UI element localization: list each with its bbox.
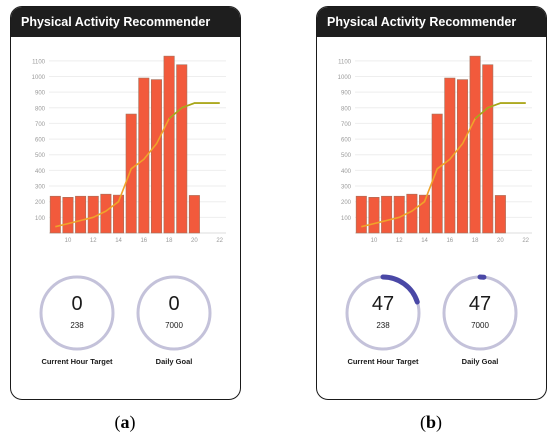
gauge-target: 238 [376,321,390,330]
activity-chart-a: 100 200 300 400 500 600 700 800 900 1000 1100 10 12 1… [32,55,226,244]
bar-18 [163,55,175,234]
x-tick-label: 12 [90,238,97,244]
gauges-b: 47 238 Current Hour Target 47 7000 Daily… [317,273,546,373]
y-tick-label: 200 [35,200,46,206]
bar-15 [431,113,443,234]
x-tick-label: 14 [115,238,122,244]
bar-12 [393,195,405,234]
gauge-target: 7000 [471,321,489,330]
y-tick-label: 300 [341,185,352,191]
gauge-value: 47 [371,293,395,315]
x-tick-label: 12 [396,238,403,244]
bar-18 [469,55,481,234]
bar-19 [482,64,494,234]
y-tick-label: 700 [35,122,46,128]
activity-chart-b: 100 200 300 400 500 600 700 800 900 1000 1100 10 12 1… [338,55,532,244]
y-tick-label: 500 [35,153,46,159]
gauge-value: 0 [71,293,83,315]
y-tick-label: 800 [341,106,352,112]
progress-ring [39,275,115,351]
y-tick-label: 600 [341,138,352,144]
progress-ring [344,274,422,352]
bar-14 [419,194,431,234]
x-tick-label: 18 [472,238,479,244]
bar-17 [150,79,162,234]
y-tick-label: 100 [341,216,352,222]
y-tick-label: 100 [35,216,46,222]
bar-9 [49,195,61,234]
y-tick-label: 300 [35,185,46,191]
app-title: Physical Activity Recommender [21,15,211,29]
x-tick-label: 14 [421,238,428,244]
y-tick-label: 800 [35,106,46,112]
gauge-target: 7000 [165,321,183,330]
bar-14 [113,194,125,234]
y-tick-label: 1100 [32,59,46,65]
y-tick-label: 900 [341,91,352,97]
app-title: Physical Activity Recommender [327,15,517,29]
bar-9 [355,195,367,234]
bar-11 [381,195,393,234]
y-tick-label: 700 [341,122,352,128]
current-hour-target-gauge: 0 238 Current Hour Target [27,273,117,373]
bar-11 [75,195,87,234]
bar-10 [62,197,74,234]
ring-track [136,275,212,351]
gauge-label: Daily Goal [155,357,193,366]
x-tick-label: 16 [140,238,147,244]
ring-progress-arc [344,274,422,352]
y-tick-label: 400 [35,169,46,175]
gauges-a: 0 238 Current Hour Target 0 7000 Daily G… [11,273,240,373]
x-tick-label: 20 [191,238,198,244]
bar-12 [87,195,99,234]
current-hour-target-gauge: 47 238 Current Hour Target [333,273,423,373]
y-tick-label: 1000 [32,75,46,81]
y-tick-label: 1100 [338,59,352,65]
x-tick-label: 10 [371,238,378,244]
gauge-label: Current Hour Target [41,357,113,366]
cumulative-line-tail [474,102,526,120]
bar-16 [444,77,456,234]
x-tick-label: 10 [65,238,72,244]
progress-ring [136,275,212,351]
y-tick-label: 400 [341,169,352,175]
gauge-value: 0 [168,293,180,315]
y-tick-label: 500 [341,153,352,159]
app-bar-a: Physical Activity Recommender [11,7,240,37]
caption-a: (a) [114,412,136,432]
x-tick-label: 18 [166,238,173,244]
progress-ring [441,274,519,352]
gauge-target: 238 [70,321,84,330]
bar-20 [494,195,506,234]
gauge-label: Current Hour Target [347,357,419,366]
cumulative-line-tail [168,102,220,120]
gauge-value: 47 [468,293,492,315]
bar-20 [188,195,200,234]
ring-track [39,275,115,351]
x-tick-label: 20 [497,238,504,244]
y-tick-label: 900 [35,91,46,97]
y-tick-label: 200 [341,200,352,206]
x-tick-label: 16 [446,238,453,244]
bar-15 [125,113,137,234]
x-tick-label: 22 [522,238,529,244]
bar-19 [176,64,188,234]
daily-goal-gauge: 47 7000 Daily Goal [430,273,520,373]
y-tick-label: 600 [35,138,46,144]
app-bar-b: Physical Activity Recommender [317,7,546,37]
bar-16 [138,77,150,234]
phone-screen-a: Physical Activity Recommender 100 200 300 4… [10,6,241,400]
caption-b: (b) [419,412,442,432]
x-tick-label: 22 [216,238,223,244]
bar-10 [368,197,380,234]
bar-17 [456,79,468,234]
y-tick-label: 1000 [338,75,352,81]
gauge-label: Daily Goal [461,357,499,366]
daily-goal-gauge: 0 7000 Daily Goal [124,273,214,373]
ring-progress-arc [441,274,519,352]
phone-screen-b: Physical Activity Recommender 100 200 300 4… [316,6,547,400]
